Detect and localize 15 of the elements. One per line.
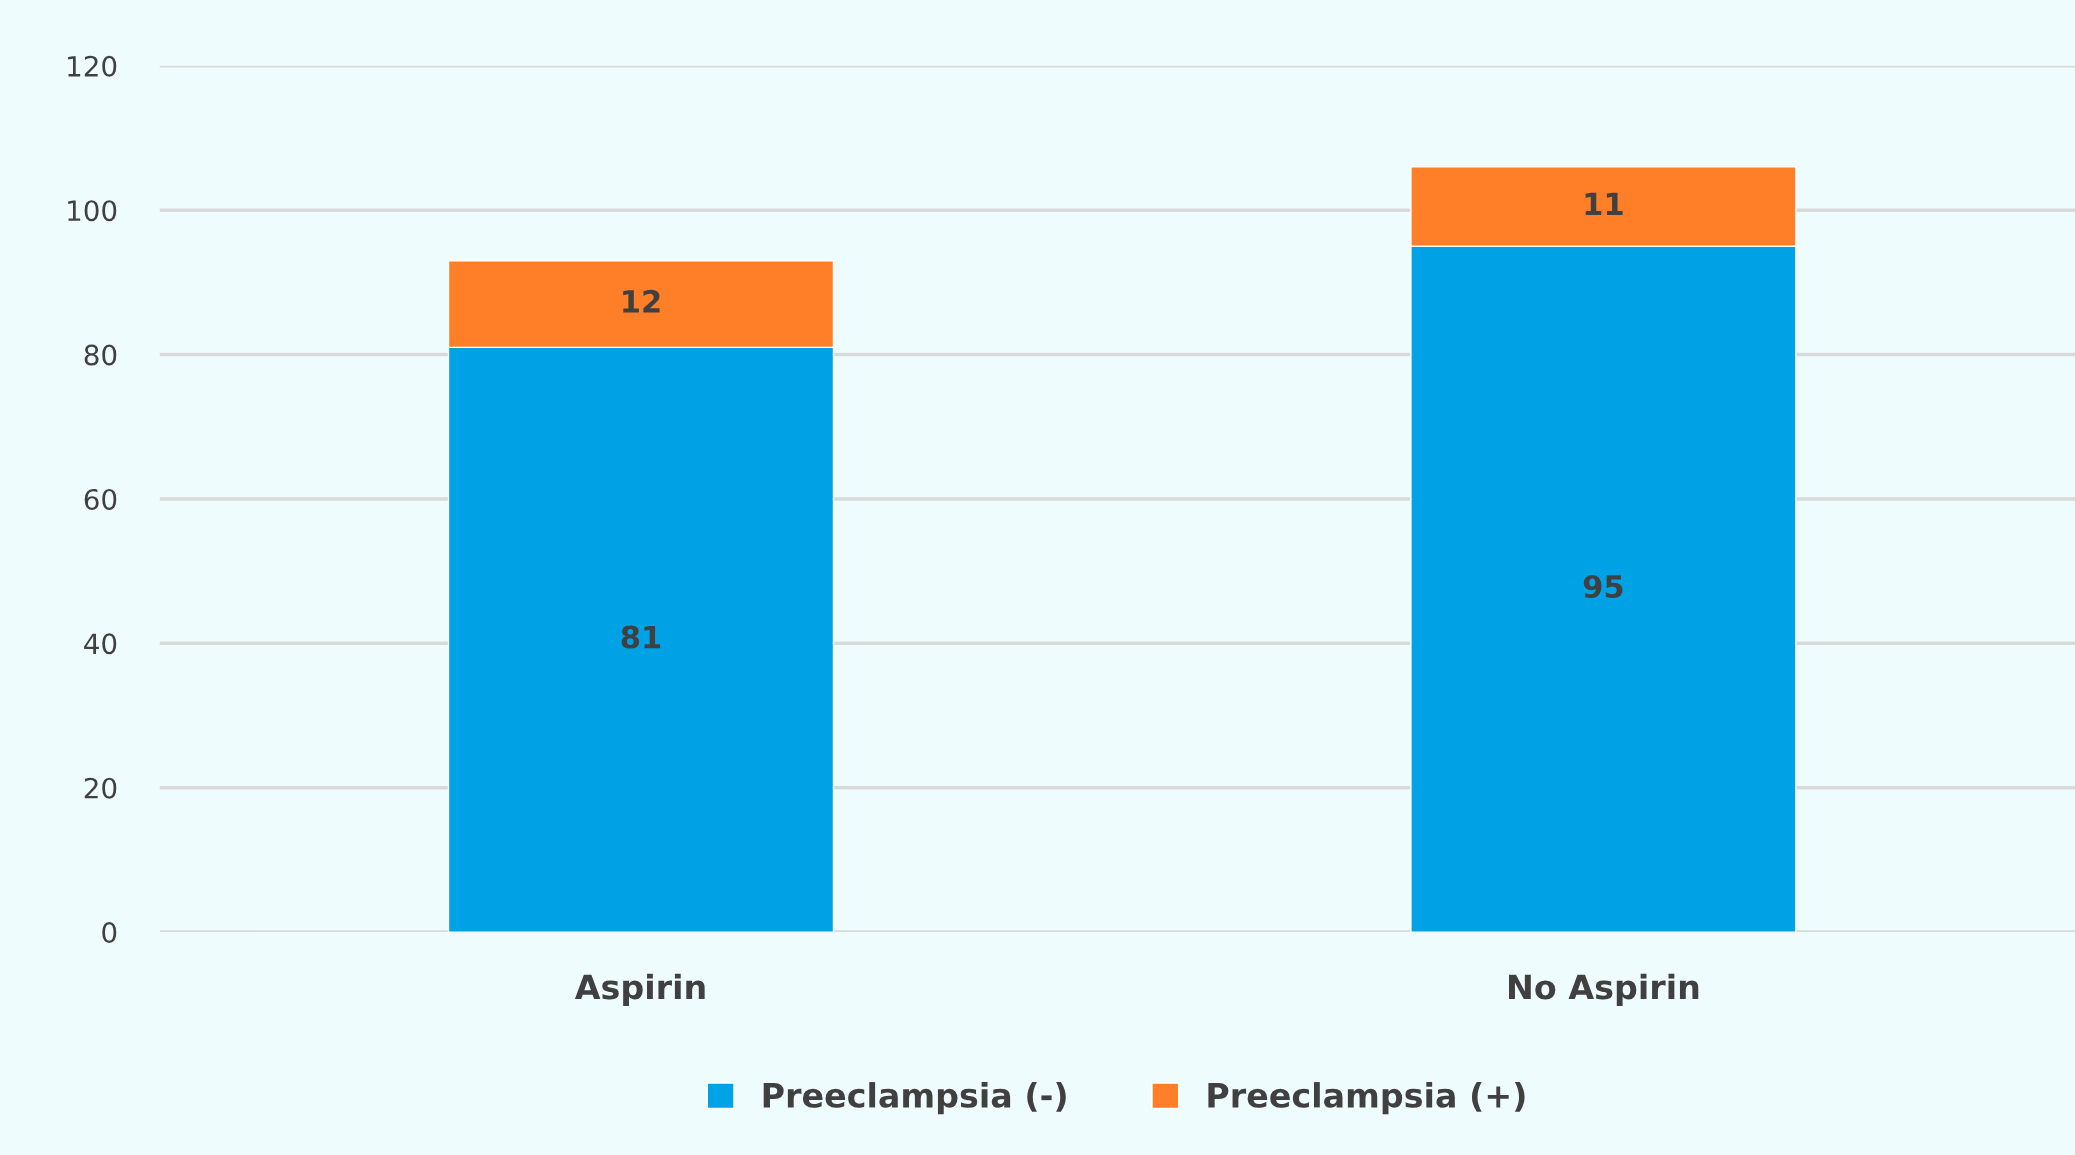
data-label: 12 <box>623 289 660 313</box>
y-tick-label: 40 <box>84 633 117 655</box>
x-tick-label: Aspirin <box>574 973 705 1007</box>
y-tick-label: 60 <box>84 488 117 510</box>
y-tick-label: 80 <box>84 344 117 366</box>
x-tick-label: No Aspirin <box>1509 973 1699 1007</box>
y-tick-label: 100 <box>68 200 117 222</box>
y-tick-label: 120 <box>68 55 117 77</box>
y-tick-label: 20 <box>84 777 117 799</box>
legend-label: Preeclampsia (-) <box>763 1082 1066 1115</box>
data-label: 95 <box>1583 574 1623 599</box>
data-label: 11 <box>1585 192 1623 216</box>
legend-label: Preeclampsia (+) <box>1208 1082 1525 1115</box>
data-label: 81 <box>621 625 661 649</box>
y-tick-label: 0 <box>102 922 117 944</box>
